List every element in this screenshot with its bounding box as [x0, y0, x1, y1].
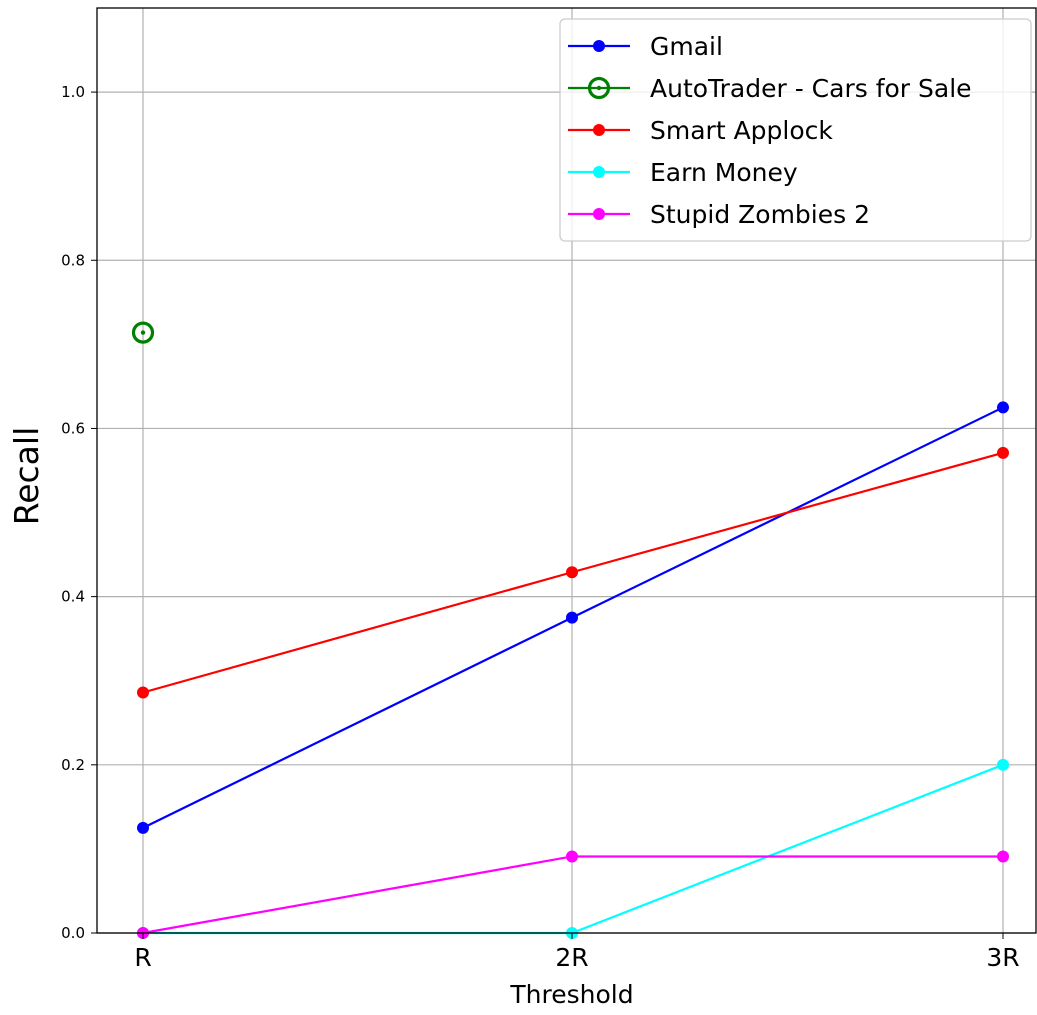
legend-item: Gmail	[568, 32, 723, 61]
legend-item: Stupid Zombies 2	[568, 200, 870, 229]
legend-label: AutoTrader - Cars for Sale	[650, 74, 972, 103]
y-axis-label: Recall	[7, 427, 46, 525]
plot-frame	[96, 7, 1037, 934]
series-3	[137, 446, 1009, 699]
series-layer	[131, 321, 1009, 939]
legend-label: Stupid Zombies 2	[650, 200, 870, 229]
x-tick-label: R	[134, 943, 151, 972]
legend-marker-center	[596, 85, 602, 91]
tick-layer: R 2R 3R 0.0 0.2 0.4 0.6 0.8 1.0	[61, 83, 1020, 972]
data-point	[997, 850, 1009, 863]
legend-item: Smart Applock	[568, 116, 833, 145]
x-tick-label: 3R	[986, 943, 1019, 972]
legend-label: Gmail	[650, 32, 723, 61]
data-point	[131, 321, 155, 344]
y-tick-label: 0.2	[61, 756, 85, 774]
data-point	[137, 821, 149, 834]
legend: Gmail AutoTrader - Cars for Sale Smart App…	[559, 18, 1032, 242]
y-tick-label: 0.0	[61, 924, 85, 942]
legend-marker	[593, 166, 605, 178]
data-point	[566, 850, 578, 863]
x-axis-label: Threshold	[509, 980, 633, 1009]
y-tick-label: 0.8	[61, 251, 85, 269]
series-2	[131, 321, 155, 344]
legend-item: AutoTrader - Cars for Sale	[568, 74, 972, 103]
data-point	[566, 611, 578, 624]
legend-marker	[593, 124, 605, 136]
x-tick-label: 2R	[555, 943, 588, 972]
data-point-center	[140, 330, 146, 335]
data-point	[137, 686, 149, 699]
y-tick-label: 0.6	[61, 419, 85, 437]
data-point	[997, 758, 1009, 771]
y-tick-label: 1.0	[61, 83, 85, 101]
legend-box	[559, 18, 1032, 242]
data-point	[566, 566, 578, 579]
data-point	[997, 446, 1009, 459]
legend-item: Earn Money	[568, 158, 798, 187]
y-tick-label: 0.4	[61, 588, 85, 606]
legend-marker	[587, 76, 611, 100]
series-5	[137, 850, 1009, 939]
legend-marker	[593, 40, 605, 52]
legend-label: Earn Money	[650, 158, 798, 187]
data-point	[997, 401, 1009, 414]
series-1	[137, 401, 1009, 834]
legend-label: Smart Applock	[650, 116, 833, 145]
legend-marker	[593, 208, 605, 220]
